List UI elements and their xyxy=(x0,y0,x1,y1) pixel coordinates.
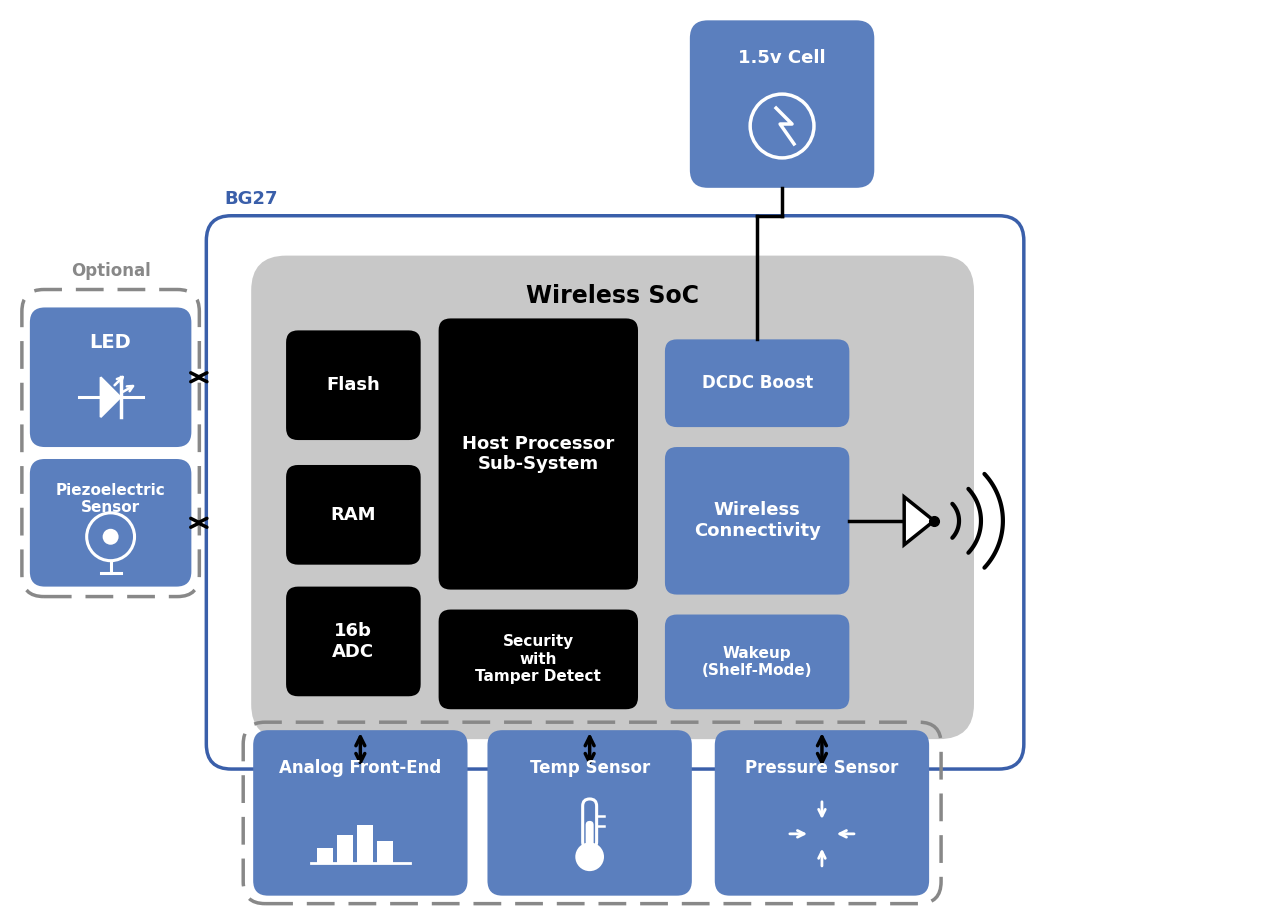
Text: Analog Front-End: Analog Front-End xyxy=(279,759,442,777)
Text: Piezoelectric
Sensor: Piezoelectric Sensor xyxy=(56,483,165,515)
Text: Wakeup
(Shelf-Mode): Wakeup (Shelf-Mode) xyxy=(701,646,813,678)
Circle shape xyxy=(577,844,603,870)
Circle shape xyxy=(102,529,119,544)
Text: Optional: Optional xyxy=(70,262,151,280)
Text: DCDC Boost: DCDC Boost xyxy=(701,374,813,393)
FancyBboxPatch shape xyxy=(664,447,850,595)
FancyBboxPatch shape xyxy=(29,307,192,447)
Bar xyxy=(378,841,393,863)
FancyBboxPatch shape xyxy=(285,587,421,696)
FancyBboxPatch shape xyxy=(488,730,692,896)
Polygon shape xyxy=(101,377,120,417)
Text: Flash: Flash xyxy=(326,376,380,394)
Text: Wireless SoC: Wireless SoC xyxy=(526,284,699,307)
Bar xyxy=(317,848,333,863)
FancyBboxPatch shape xyxy=(285,330,421,440)
FancyBboxPatch shape xyxy=(664,615,850,709)
FancyBboxPatch shape xyxy=(439,318,637,589)
Polygon shape xyxy=(904,497,934,544)
FancyBboxPatch shape xyxy=(690,20,874,188)
FancyBboxPatch shape xyxy=(251,255,974,739)
Text: Pressure Sensor: Pressure Sensor xyxy=(745,759,899,777)
Bar xyxy=(357,825,374,863)
Text: Host Processor
Sub-System: Host Processor Sub-System xyxy=(462,435,614,473)
FancyBboxPatch shape xyxy=(285,465,421,565)
Text: RAM: RAM xyxy=(330,506,376,523)
FancyBboxPatch shape xyxy=(714,730,929,896)
FancyBboxPatch shape xyxy=(586,821,594,845)
Text: Wireless
Connectivity: Wireless Connectivity xyxy=(694,501,820,540)
Text: 16b
ADC: 16b ADC xyxy=(333,622,375,661)
Text: Security
with
Tamper Detect: Security with Tamper Detect xyxy=(475,634,602,684)
Text: BG27: BG27 xyxy=(224,189,278,208)
Text: Temp Sensor: Temp Sensor xyxy=(530,759,650,777)
FancyBboxPatch shape xyxy=(29,459,192,587)
FancyBboxPatch shape xyxy=(664,339,850,427)
Text: 1.5v Cell: 1.5v Cell xyxy=(739,49,826,67)
Bar xyxy=(338,834,353,863)
FancyBboxPatch shape xyxy=(253,730,467,896)
FancyBboxPatch shape xyxy=(439,609,637,709)
Text: LED: LED xyxy=(90,333,132,352)
